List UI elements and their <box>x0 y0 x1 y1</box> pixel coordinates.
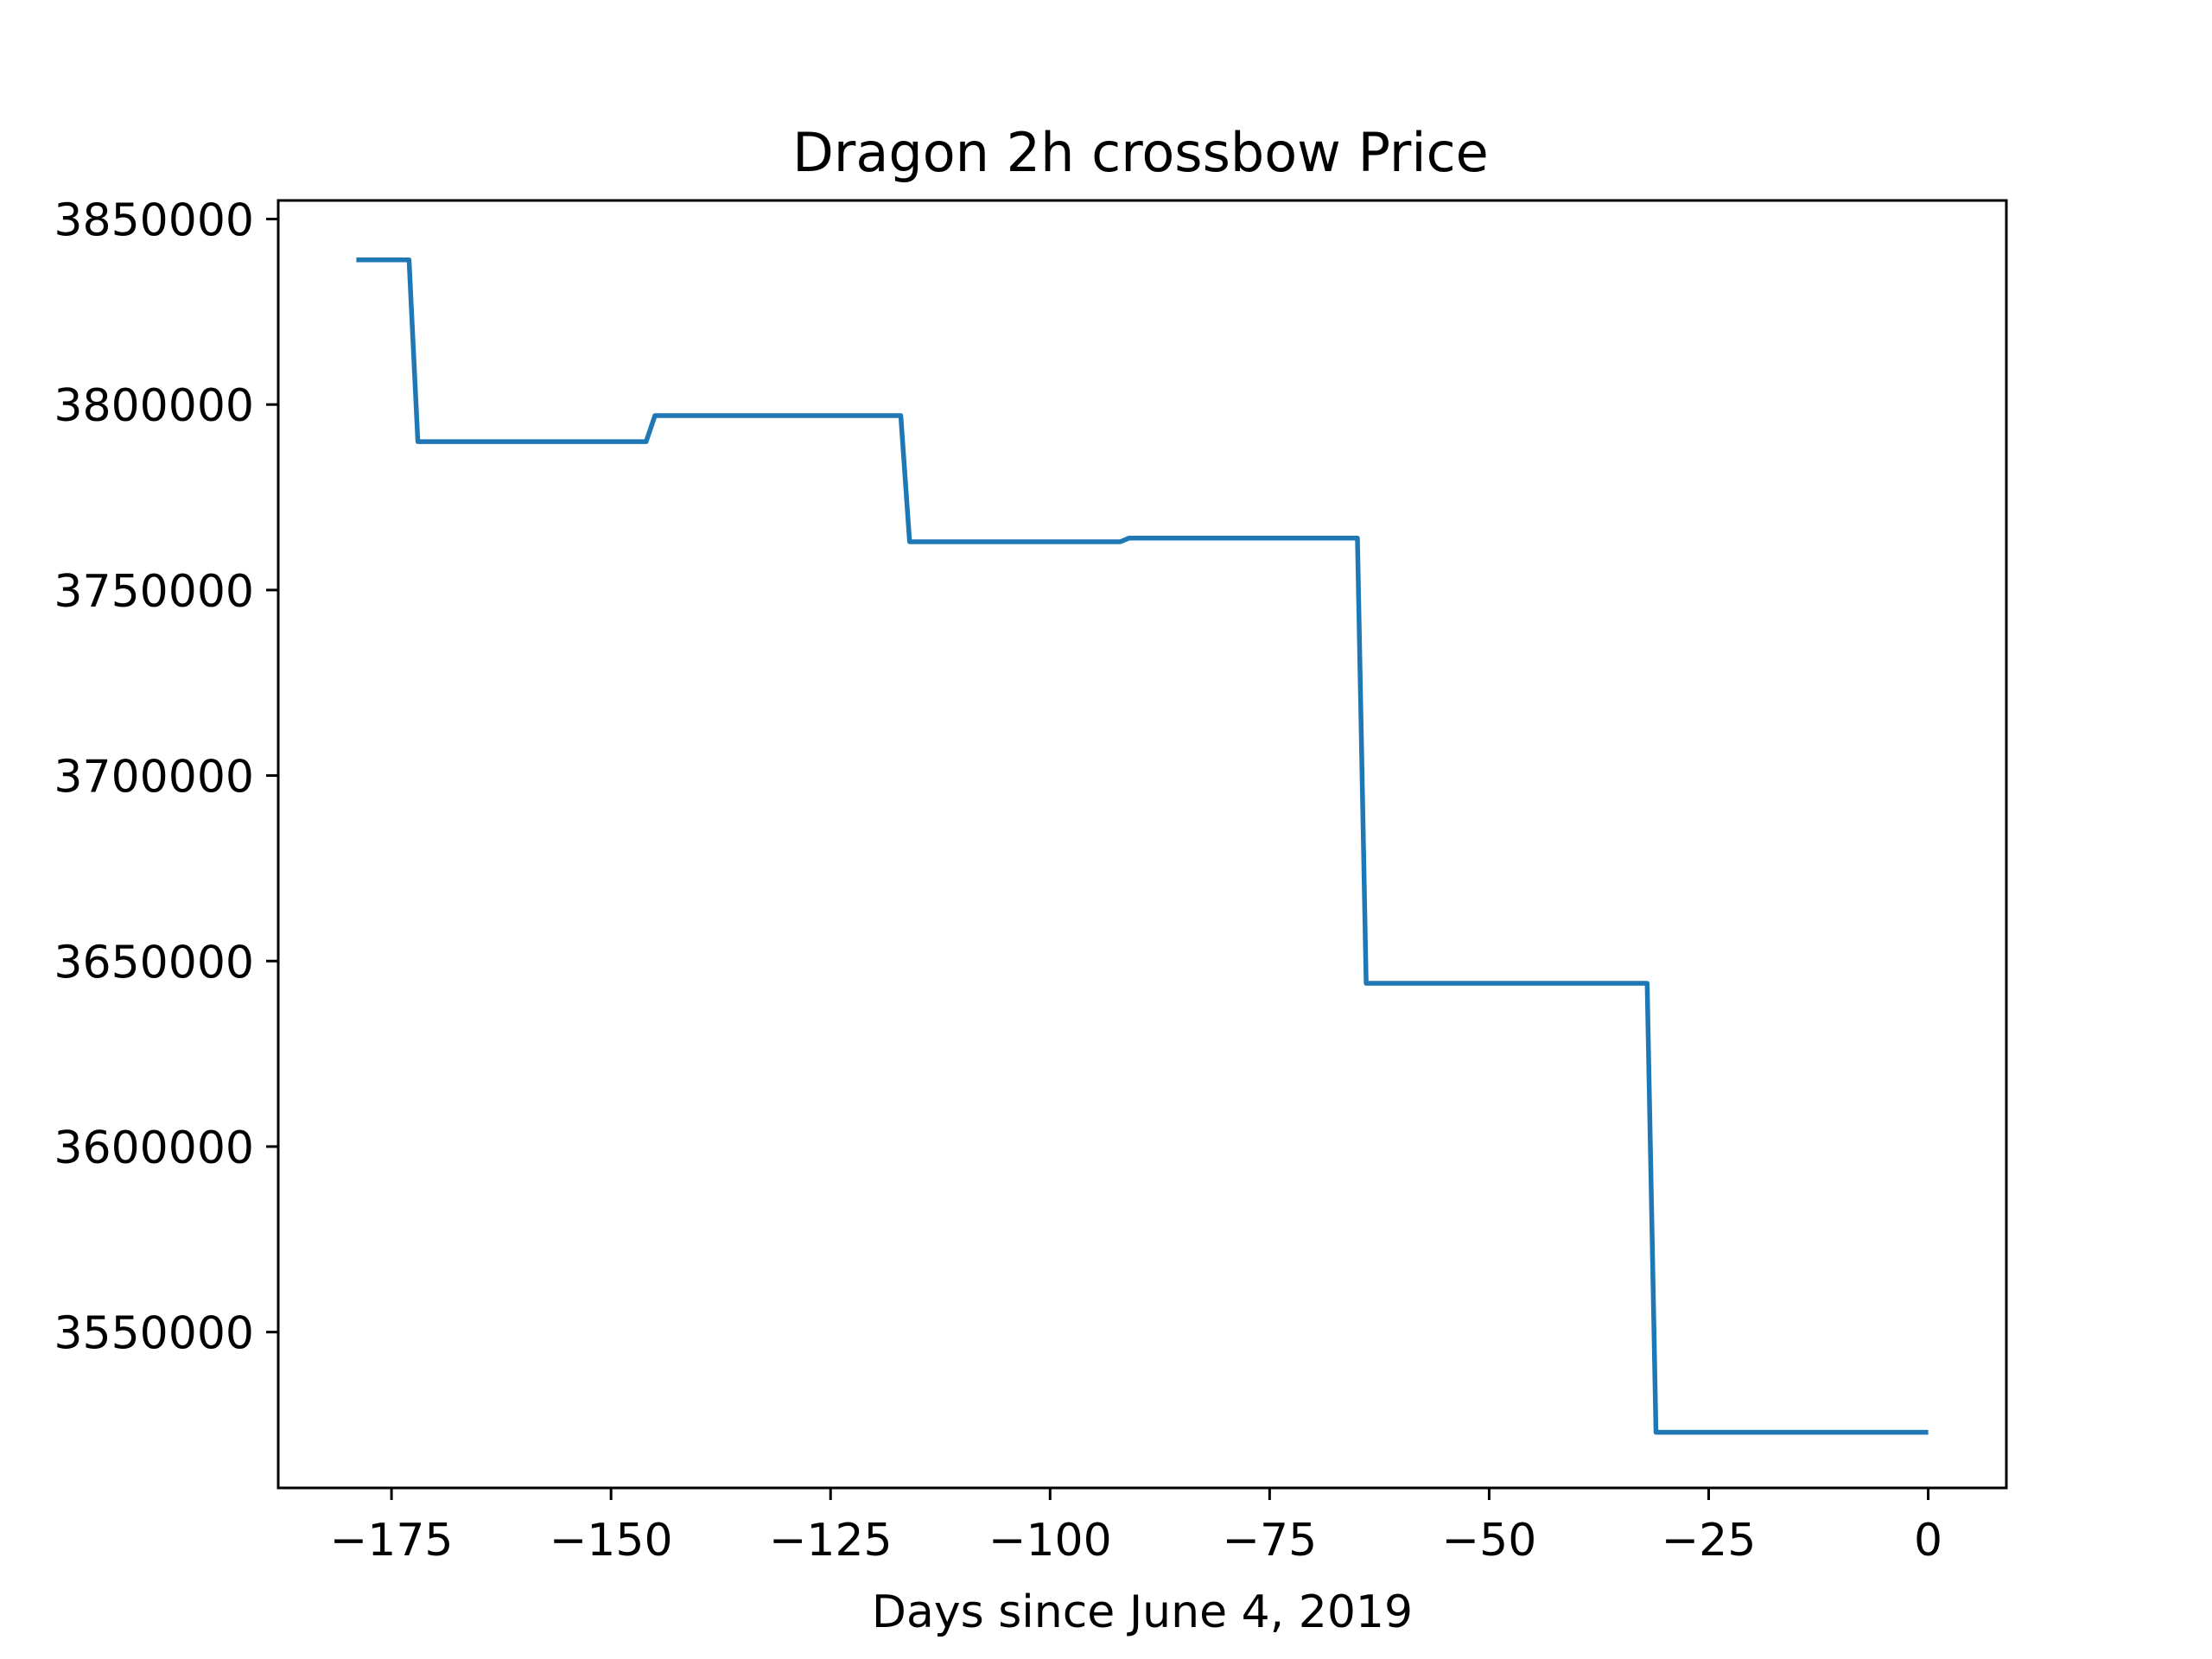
y-tick-label: 3750000 <box>54 566 254 618</box>
x-tick-label: −150 <box>550 1515 673 1567</box>
x-tick-label: −25 <box>1662 1515 1757 1567</box>
x-tick-label: −50 <box>1442 1515 1537 1567</box>
x-tick-label: 0 <box>1914 1515 1942 1567</box>
plot-area <box>356 257 1929 1435</box>
x-tick-label: −125 <box>769 1515 893 1567</box>
plot-frame <box>276 199 2008 1490</box>
y-tick-label: 3650000 <box>54 937 254 988</box>
y-tick-label: 3700000 <box>54 752 254 804</box>
y-tick-label: 3800000 <box>54 380 254 432</box>
chart-title: Dragon 2h crossbow Price <box>792 121 1489 184</box>
y-axis: 3550000 3600000 3650000 3700000 3750000 38000… <box>54 194 278 1360</box>
x-tick-label: −175 <box>330 1515 454 1567</box>
y-tick-label: 3600000 <box>54 1122 254 1174</box>
x-axis-label: Days since June 4, 2019 <box>872 1586 1413 1638</box>
y-tick-label: 3850000 <box>54 194 254 246</box>
x-axis: −175 −150 −125 −100 −75 −50 −25 0 <box>330 1488 1942 1567</box>
x-tick-label: −75 <box>1222 1515 1317 1567</box>
y-tick-label: 3550000 <box>54 1308 254 1360</box>
x-tick-label: −100 <box>988 1515 1112 1567</box>
series-line-0 <box>356 257 1929 1435</box>
